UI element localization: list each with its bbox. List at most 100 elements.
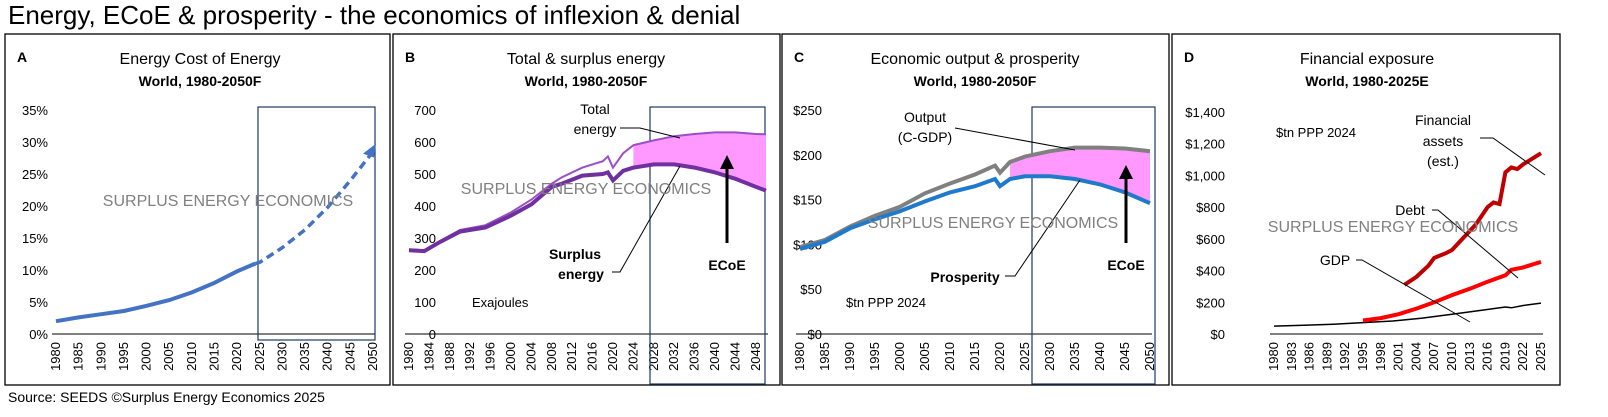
chart-title: Energy Cost of Energy [120,51,281,68]
x-tick-label: 2040 [707,342,722,371]
y-tick-label: 10% [22,263,48,278]
x-tick-label: 2010 [184,342,199,371]
x-tick-label: 2001 [1391,342,1406,371]
x-tick-label: 2000 [892,342,907,371]
series-line-financial-assets [1403,151,1543,287]
y-tick-label: 100 [414,295,436,310]
y-tick-label: $1,400 [1185,105,1225,120]
y-tick-label: 35% [22,103,48,118]
y-tick-label: 25% [22,167,48,182]
annotation-label: energy [558,266,604,282]
chart-subtitle: World, 1980-2025E [1305,73,1428,89]
leader-line [612,165,681,273]
x-tick-label: 1988 [442,342,457,371]
x-tick-label: 2010 [1444,342,1459,371]
y-tick-label: 5% [29,295,48,310]
panel-letter: C [794,49,804,65]
x-tick-label: 2020 [992,342,1007,371]
x-tick-label: 1985 [817,342,832,371]
x-tick-label: 2050 [365,342,380,371]
annotation-label: Output [904,109,946,125]
x-tick-label: 2000 [503,342,518,371]
y-tick-label: $600 [1196,232,1225,247]
panel-frame [1171,33,1561,386]
annotation-label: ECoE [1107,257,1144,273]
annotation-label: GDP [1320,252,1350,268]
x-tick-label: 1985 [71,342,86,371]
watermark: SURPLUS ENERGY ECONOMICS [461,181,711,198]
x-tick-label: 1989 [1319,342,1334,371]
series-line-gdp [1273,302,1542,327]
x-tick-label: 2024 [625,342,640,371]
x-tick-label: 2020 [229,342,244,371]
panel-d: D Financial exposure World, 1980-2025E $0 $2… [1171,33,1561,386]
x-tick-label: 2030 [274,342,289,371]
x-tick-label: 2004 [523,342,538,371]
panel-letter: B [405,49,415,65]
watermark: SURPLUS ENERGY ECONOMICS [1268,219,1518,236]
x-tick-label: 1980 [48,342,63,371]
annotation-label: Financial [1415,112,1471,128]
x-tick-label: 1990 [93,342,108,371]
series-line-prosperity [799,174,1151,251]
x-tick-label: 2028 [646,342,661,371]
y-tick-label: $200 [793,148,822,163]
arrowhead-icon [363,143,376,158]
series-line-ecoe-forecast [254,150,375,266]
x-tick-label: 2005 [161,342,176,371]
x-tick-label: 1984 [421,342,436,371]
x-tick-label: 2035 [297,342,312,371]
series-line-surplus-energy [408,162,767,254]
series-line-debt [1362,259,1542,323]
x-tick-label: 2019 [1497,342,1512,371]
ecoe-gap-area [1010,147,1150,204]
y-tick-label: $800 [1196,200,1225,215]
x-tick-label: 2022 [1515,342,1530,371]
watermark: SURPLUS ENERGY ECONOMICS [103,193,353,210]
panel-frame [781,33,1170,386]
forecast-box [649,106,766,385]
x-tick-label: 2012 [564,342,579,371]
x-tick-label: 1995 [1355,342,1370,371]
y-tick-label: $400 [1196,264,1225,279]
y-tick-label: 30% [22,135,48,150]
x-tick-label: 2005 [917,342,932,371]
annotation-label: (est.) [1427,153,1459,169]
y-tick-label: $150 [793,193,822,208]
x-tick-label: 2025 [1533,342,1548,371]
x-tick-label: 1996 [483,342,498,371]
x-tick-label: 1992 [1337,342,1352,371]
leader-line [620,127,681,139]
x-tick-label: 2048 [748,342,763,371]
y-tick-label: $200 [1196,295,1225,310]
x-tick-label: 2044 [727,342,742,371]
x-tick-label: 2010 [942,342,957,371]
y-tick-label: 0% [29,327,48,342]
x-tick-label: 2016 [585,342,600,371]
watermark: SURPLUS ENERGY ECONOMICS [868,215,1118,232]
chart-title: Total & surplus energy [507,51,665,68]
x-tick-label: 1995 [116,342,131,371]
x-tick-label: 1983 [1284,342,1299,371]
x-tick-label: 2050 [1142,342,1157,371]
panel-frame [4,33,391,386]
x-tick-label: 1980 [1266,342,1281,371]
panel-c: C Economic output & prosperity World, 1980… [781,33,1170,386]
x-tick-label: 1986 [1302,342,1317,371]
x-tick-label: 1980 [401,342,416,371]
main-title: Energy, ECoE & prosperity - the economic… [8,0,741,30]
chart-subtitle: World, 1980-2050F [914,73,1037,89]
annotation-label: Debt [1395,202,1425,218]
x-tick-label: 2004 [1408,342,1423,371]
annotation-label: ECoE [708,257,745,273]
series-line-output [799,145,1151,250]
chart-title: Financial exposure [1300,51,1434,68]
annotation-label: Prosperity [930,269,999,285]
annotation-label: energy [574,121,617,137]
annotation-label: Total [580,101,610,117]
panel-letter: D [1184,49,1194,65]
arrowhead-icon [1119,165,1133,179]
series-line-ecoe [55,261,257,324]
unit-label: $tn PPP 2024 [1276,125,1356,140]
